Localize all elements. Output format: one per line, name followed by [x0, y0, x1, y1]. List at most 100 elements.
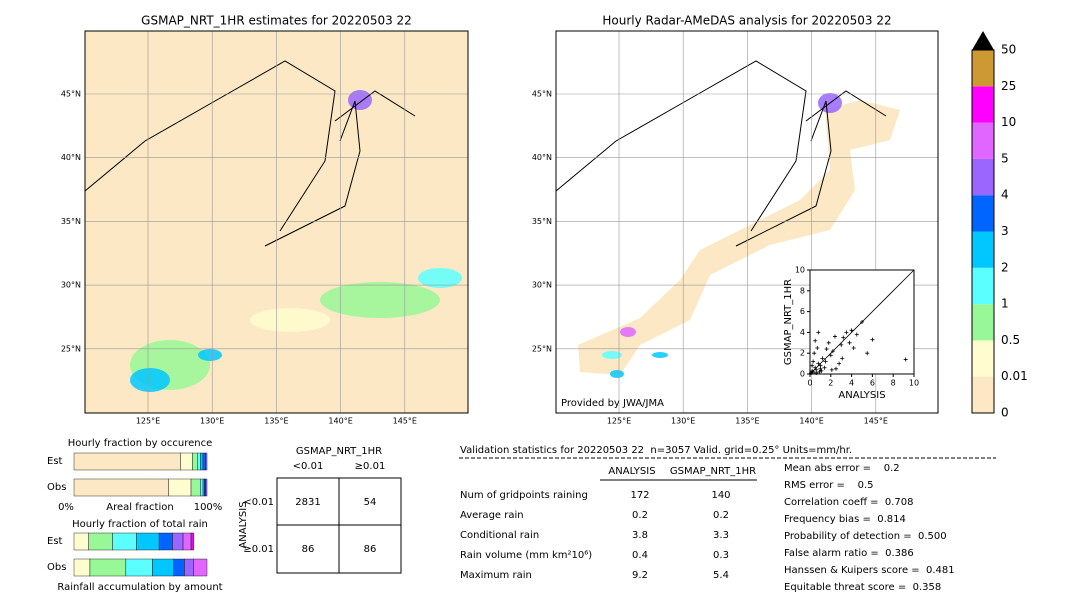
fraction-segment [193, 558, 208, 577]
x-tick-label: 4 [849, 379, 854, 388]
point [839, 342, 844, 347]
fraction-title: Hourly fraction of total rain [72, 519, 208, 530]
score: Equitable threat score = 0.358 [784, 582, 941, 593]
rain-area [418, 268, 462, 288]
colorbar-segment [972, 231, 994, 268]
score: Probability of detection = 0.500 [784, 531, 947, 542]
point [834, 366, 838, 371]
fraction-segment [73, 532, 89, 551]
stat-label: Rain volume (mm km²10⁶) [460, 550, 592, 561]
col-label: ≥0.01 [355, 461, 386, 472]
map-title: GSMAP_NRT_1HR estimates for 20220503 22 [141, 14, 412, 28]
map-frame [555, 30, 939, 414]
point [823, 359, 828, 364]
fraction-title: Hourly fraction by occurence [68, 438, 212, 449]
colorbar-label: 5 [1001, 151, 1009, 165]
colorbar-label: 2 [1001, 260, 1009, 274]
x-tick-label: 6 [870, 379, 875, 388]
point [841, 335, 846, 340]
lon-label: 130°E [200, 417, 224, 426]
rain-area [602, 351, 622, 359]
stat-label: Num of gridpoints raining [460, 490, 588, 501]
y-tick-label: 10 [795, 266, 805, 275]
fraction-segment [173, 558, 185, 577]
score: Correlation coeff = 0.708 [784, 497, 914, 508]
table-cell: 54 [364, 497, 377, 508]
colorbar-segment [972, 158, 994, 196]
table-cell: 86 [302, 544, 315, 555]
point [847, 340, 852, 345]
stat-value: 0.2 [632, 510, 648, 521]
colorbar-segment [972, 195, 994, 232]
lon-label: 140°E [799, 417, 823, 426]
x-tick-label: 0 [807, 379, 812, 388]
y-tick-label: 2 [800, 349, 805, 358]
fraction-segment [125, 558, 153, 577]
rain-area [620, 327, 636, 337]
col-header: GSMAP_NRT_1HR [670, 466, 756, 477]
stat-value: 0.3 [713, 550, 729, 561]
colorbar-segment [972, 376, 994, 413]
lat-label: 45°N [532, 90, 552, 99]
stat-label: Average rain [460, 510, 524, 521]
stat-value: 3.3 [713, 530, 729, 541]
fraction-segment [112, 532, 137, 551]
fraction-segment [136, 532, 160, 551]
point [828, 353, 833, 358]
colorbar-segment [972, 122, 994, 159]
point [813, 338, 818, 343]
colorbar-segment [972, 304, 994, 341]
fraction-segment [73, 452, 181, 471]
point [851, 346, 856, 350]
lat-label: 40°N [532, 153, 552, 162]
fraction-segment [205, 452, 208, 471]
stat-value: 172 [630, 490, 649, 501]
point [810, 363, 815, 368]
score: Hanssen & Kuipers score = 0.481 [784, 565, 955, 576]
table-cell: 2831 [295, 497, 320, 508]
lon-label: 125°E [607, 417, 631, 426]
point [830, 349, 835, 354]
x-axis-label: ANALYSIS [838, 390, 885, 401]
lat-label: 25°N [61, 344, 81, 353]
x-tick-label: 2 [828, 379, 833, 388]
stat-value: 5.4 [713, 570, 729, 581]
score: RMS error = 0.5 [784, 480, 874, 491]
point [814, 370, 819, 375]
lat-label: 35°N [61, 217, 81, 226]
score: Frequency bias = 0.814 [784, 514, 906, 525]
point [826, 340, 831, 345]
axis-label: Areal fraction [106, 502, 173, 513]
colorbar-label: 0.5 [1001, 333, 1020, 347]
fraction-segment [205, 478, 208, 497]
stat-label: Conditional rain [460, 530, 539, 541]
fraction-segment [200, 452, 204, 471]
score: Mean abs error = 0.2 [784, 463, 900, 474]
map-credit: Provided by JWA/JMA [561, 398, 664, 409]
colorbar-label: 3 [1001, 224, 1009, 238]
row-label: ≥0.01 [243, 544, 274, 555]
point [824, 347, 829, 352]
colorbar-label: 0.01 [1001, 369, 1028, 383]
fraction-segment [89, 558, 127, 577]
lon-label: 145°E [864, 417, 888, 426]
colorbar-label: 0 [1001, 406, 1009, 420]
colorbar-label: 10 [1001, 115, 1016, 129]
lon-label: 130°E [671, 417, 695, 426]
point [816, 330, 821, 335]
rain-area [250, 308, 330, 332]
row-title: ANALYSIS [238, 501, 249, 548]
lon-label: 135°E [735, 417, 759, 426]
point [820, 356, 825, 361]
score: False alarm ratio = 0.386 [784, 548, 914, 559]
fraction-segment [192, 452, 198, 471]
colorbar-frame [971, 49, 995, 414]
stats-header: Validation statistics for 20220503 22 n=… [460, 445, 852, 456]
fraction-segment [152, 558, 174, 577]
col-header: ANALYSIS [608, 466, 655, 477]
y-tick-label: 0 [800, 370, 805, 379]
point [811, 359, 816, 364]
y-tick-label: 4 [800, 328, 805, 337]
fraction-segment [190, 478, 201, 497]
fraction-segment [200, 478, 204, 497]
